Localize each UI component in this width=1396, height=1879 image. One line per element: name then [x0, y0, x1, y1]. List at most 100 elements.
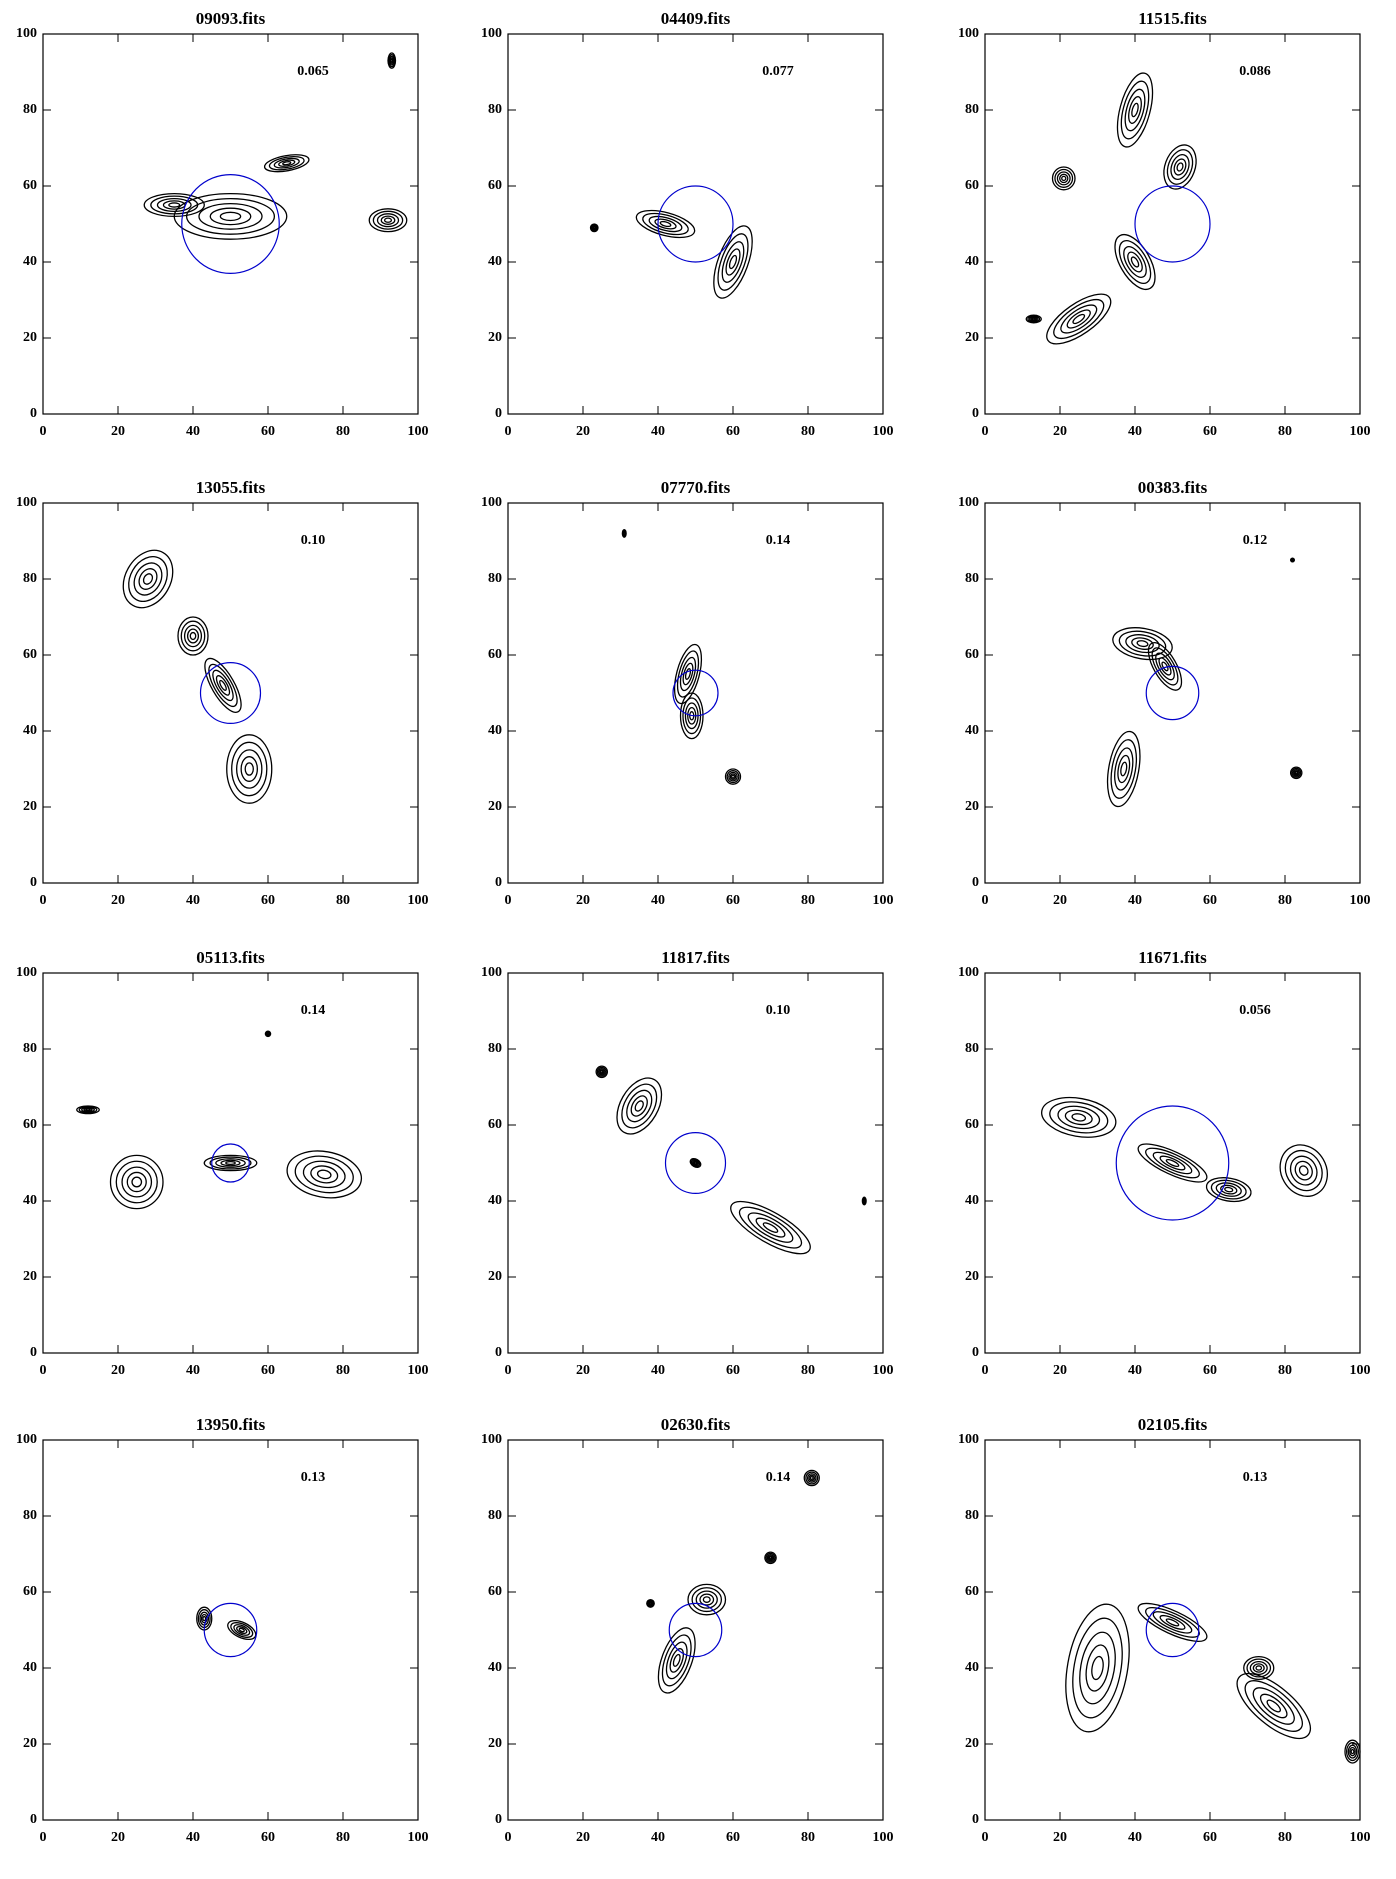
contour [121, 1166, 153, 1198]
contour [1027, 315, 1041, 323]
contour [1120, 80, 1150, 140]
contour [204, 657, 242, 713]
plot-frame [42, 502, 419, 884]
x-tick-label: 80 [336, 893, 350, 908]
contour [240, 756, 258, 782]
contour [390, 58, 394, 63]
contour [1350, 1748, 1355, 1755]
x-tick-label: 100 [873, 893, 894, 908]
contour [1112, 627, 1173, 661]
y-tick-label: 100 [481, 495, 502, 510]
contour [1060, 304, 1098, 334]
chart-title: 13950.fits [196, 1415, 266, 1434]
chart-title: 11671.fits [1138, 948, 1207, 967]
chart-title: 13055.fits [196, 478, 266, 497]
y-tick-label: 20 [23, 799, 37, 814]
y-tick-label: 40 [488, 723, 502, 738]
x-tick-label: 40 [651, 1830, 665, 1845]
contour [212, 669, 234, 702]
y-tick-label: 100 [958, 26, 979, 41]
x-tick-label: 40 [186, 893, 200, 908]
contour [626, 1089, 653, 1123]
contour [202, 1615, 207, 1622]
y-tick-label: 80 [488, 1041, 502, 1056]
contour [1176, 162, 1184, 172]
contour [713, 225, 753, 299]
contour [376, 213, 400, 228]
x-tick-label: 40 [1128, 1363, 1142, 1378]
contour [1085, 1644, 1110, 1692]
y-tick-label: 100 [958, 1432, 979, 1447]
contour [238, 1627, 245, 1633]
contour [728, 254, 738, 270]
contour [1173, 158, 1187, 176]
x-tick-label: 20 [111, 893, 125, 908]
x-tick-label: 60 [1203, 893, 1217, 908]
x-tick-label: 80 [801, 424, 815, 439]
contour [1124, 88, 1146, 132]
contour [646, 1599, 655, 1608]
contour [1131, 102, 1139, 118]
annotation: 0.065 [297, 64, 329, 79]
contour [133, 562, 163, 596]
annotation: 0.10 [766, 1003, 791, 1018]
contour [1220, 1184, 1238, 1195]
x-tick-label: 40 [1128, 1830, 1142, 1845]
contour [215, 1158, 246, 1168]
y-tick-label: 40 [23, 723, 37, 738]
contour [209, 207, 252, 226]
contour [231, 741, 268, 797]
contour [1293, 770, 1299, 776]
y-tick-label: 20 [965, 1269, 979, 1284]
y-tick-label: 20 [488, 330, 502, 345]
x-tick-label: 0 [982, 893, 989, 908]
beam-circle [181, 174, 280, 275]
y-tick-label: 80 [488, 571, 502, 586]
beam-circle [657, 185, 734, 263]
y-tick-label: 40 [488, 1193, 502, 1208]
y-tick-label: 20 [23, 330, 37, 345]
contour [168, 202, 181, 208]
contour [1284, 1149, 1323, 1192]
contour [1065, 1603, 1130, 1733]
y-tick-label: 20 [965, 330, 979, 345]
contour [1252, 1663, 1265, 1673]
contour [1294, 771, 1298, 775]
contour [316, 1169, 332, 1180]
contour [1294, 1160, 1313, 1181]
contour [689, 1158, 702, 1168]
contour [173, 192, 288, 240]
contour [1166, 149, 1194, 185]
contour [278, 159, 296, 167]
contour [767, 1555, 774, 1561]
contour [1347, 1744, 1358, 1759]
contour [805, 1471, 819, 1485]
contour [600, 1070, 604, 1074]
contour [1049, 1101, 1109, 1134]
chart-title: 02105.fits [1138, 1415, 1208, 1434]
contour [220, 1159, 241, 1167]
contour [729, 773, 737, 780]
x-tick-label: 60 [1203, 424, 1217, 439]
contour [1236, 1672, 1311, 1740]
x-tick-label: 0 [505, 893, 512, 908]
x-tick-label: 20 [576, 1363, 590, 1378]
contour [634, 1100, 644, 1112]
contour [730, 1200, 811, 1255]
contour [1123, 246, 1147, 278]
y-tick-label: 0 [972, 406, 979, 421]
chart-title: 09093.fits [196, 9, 266, 28]
x-tick-label: 100 [1350, 893, 1371, 908]
contour [286, 1150, 363, 1199]
contour [702, 1596, 711, 1603]
contour [1059, 173, 1069, 184]
contour [1170, 154, 1190, 180]
contour [156, 197, 192, 213]
contour [244, 762, 254, 776]
annotation: 0.13 [1243, 1470, 1268, 1485]
contour [621, 1083, 658, 1129]
contour [219, 679, 227, 691]
contour [693, 1161, 698, 1165]
y-tick-label: 60 [488, 1117, 502, 1132]
y-tick-label: 80 [965, 1508, 979, 1523]
